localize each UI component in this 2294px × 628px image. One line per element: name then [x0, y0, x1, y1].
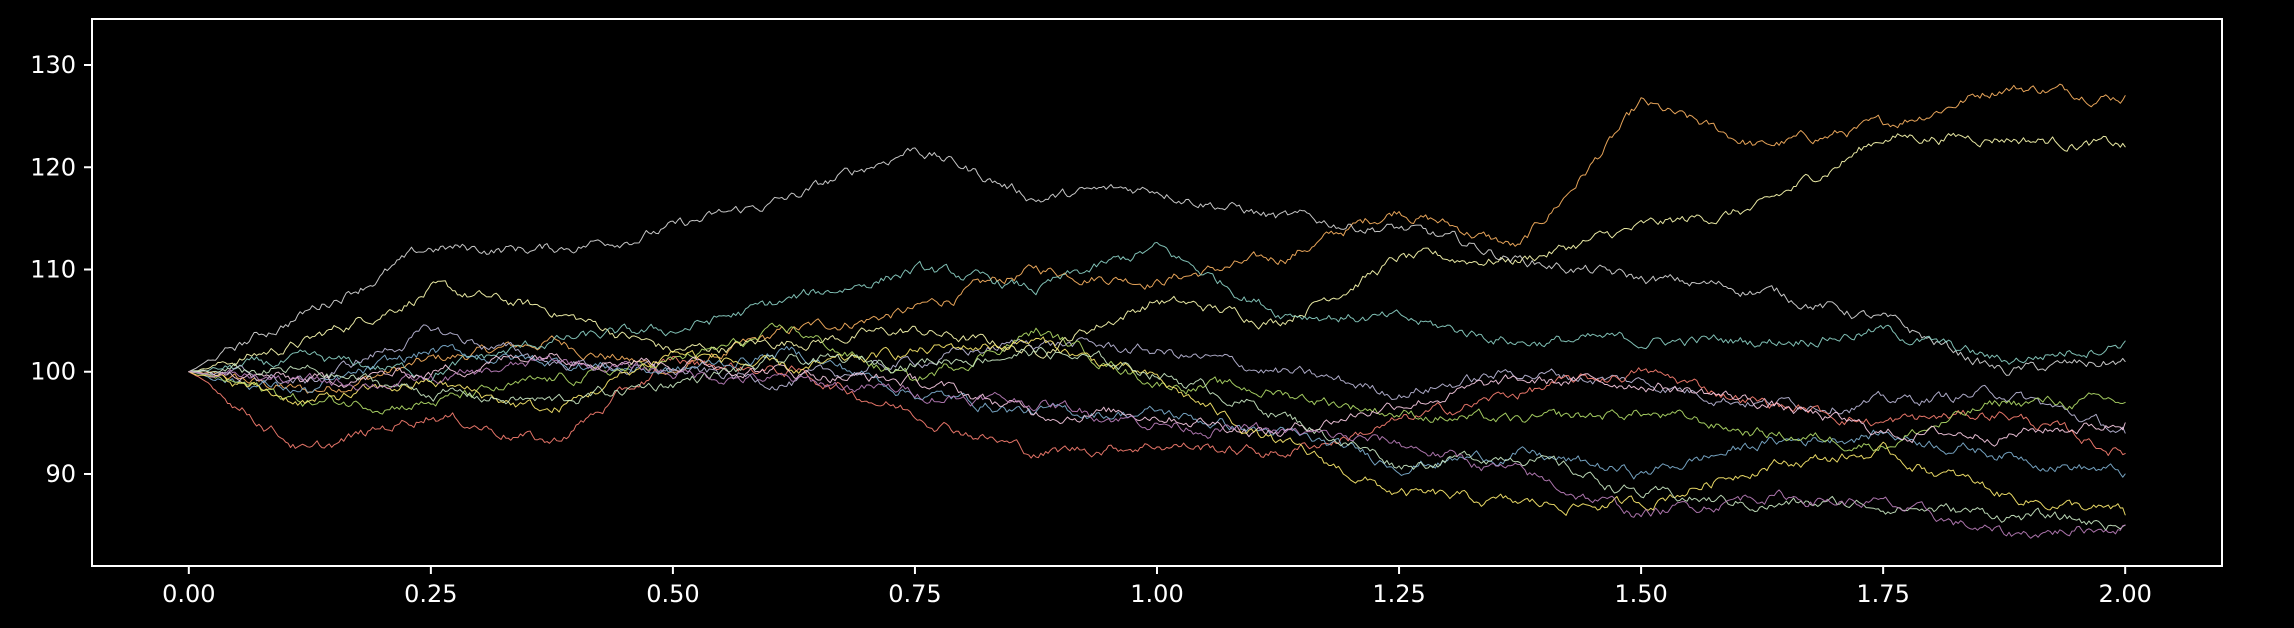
- series-line-4: [188, 241, 2126, 383]
- x-tick-label: 1.50: [1614, 580, 1667, 608]
- y-tick-label: 100: [30, 358, 76, 386]
- plot-area: [92, 19, 2222, 566]
- y-tick-label: 130: [30, 51, 76, 79]
- y-axis: 90 100 110 120 130: [30, 51, 92, 488]
- series-line-2: [188, 132, 2126, 373]
- x-tick-label: 2.00: [2098, 580, 2151, 608]
- x-tick-label: 0.75: [888, 580, 941, 608]
- x-tick-label: 1.75: [1856, 580, 1909, 608]
- x-tick-label: 0.50: [646, 580, 699, 608]
- x-axis: 0.00 0.25 0.50 0.75 1.00 1.25 1.50 1.75 2.00: [162, 566, 2152, 608]
- series-line-7: [188, 344, 2126, 480]
- series-line-10: [188, 336, 2126, 516]
- x-tick-label: 0.00: [162, 580, 215, 608]
- series-line-8: [188, 322, 2126, 452]
- x-tick-label: 0.25: [404, 580, 457, 608]
- series-line-12: [188, 355, 2126, 539]
- y-tick-label: 120: [30, 153, 76, 181]
- y-tick-label: 90: [45, 460, 76, 488]
- series-line-9: [188, 352, 2126, 447]
- series-line-3: [188, 147, 2126, 376]
- x-tick-label: 1.00: [1130, 580, 1183, 608]
- series-line-1: [188, 83, 2126, 394]
- series-lines: [188, 83, 2126, 539]
- y-tick-label: 110: [30, 255, 76, 283]
- x-tick-label: 1.25: [1372, 580, 1425, 608]
